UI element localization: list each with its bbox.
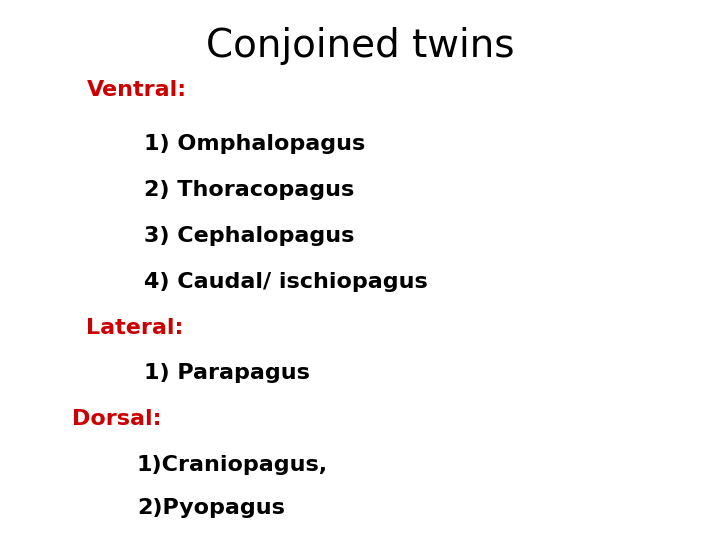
Text: 2) Thoracopagus: 2) Thoracopagus — [144, 180, 354, 200]
Text: 1) Parapagus: 1) Parapagus — [144, 363, 310, 383]
Text: 1) Omphalopagus: 1) Omphalopagus — [144, 134, 365, 154]
Text: 1)Craniopagus,: 1)Craniopagus, — [137, 455, 328, 475]
Text: 4) Caudal/ ischiopagus: 4) Caudal/ ischiopagus — [144, 272, 428, 292]
Text: Lateral:: Lateral: — [86, 318, 184, 338]
Text: Dorsal:: Dorsal: — [72, 409, 161, 429]
Text: Ventral:: Ventral: — [86, 80, 186, 100]
Text: 3) Cephalopagus: 3) Cephalopagus — [144, 226, 354, 246]
Text: 2)Pyopagus: 2)Pyopagus — [137, 498, 284, 518]
Text: Conjoined twins: Conjoined twins — [206, 27, 514, 65]
